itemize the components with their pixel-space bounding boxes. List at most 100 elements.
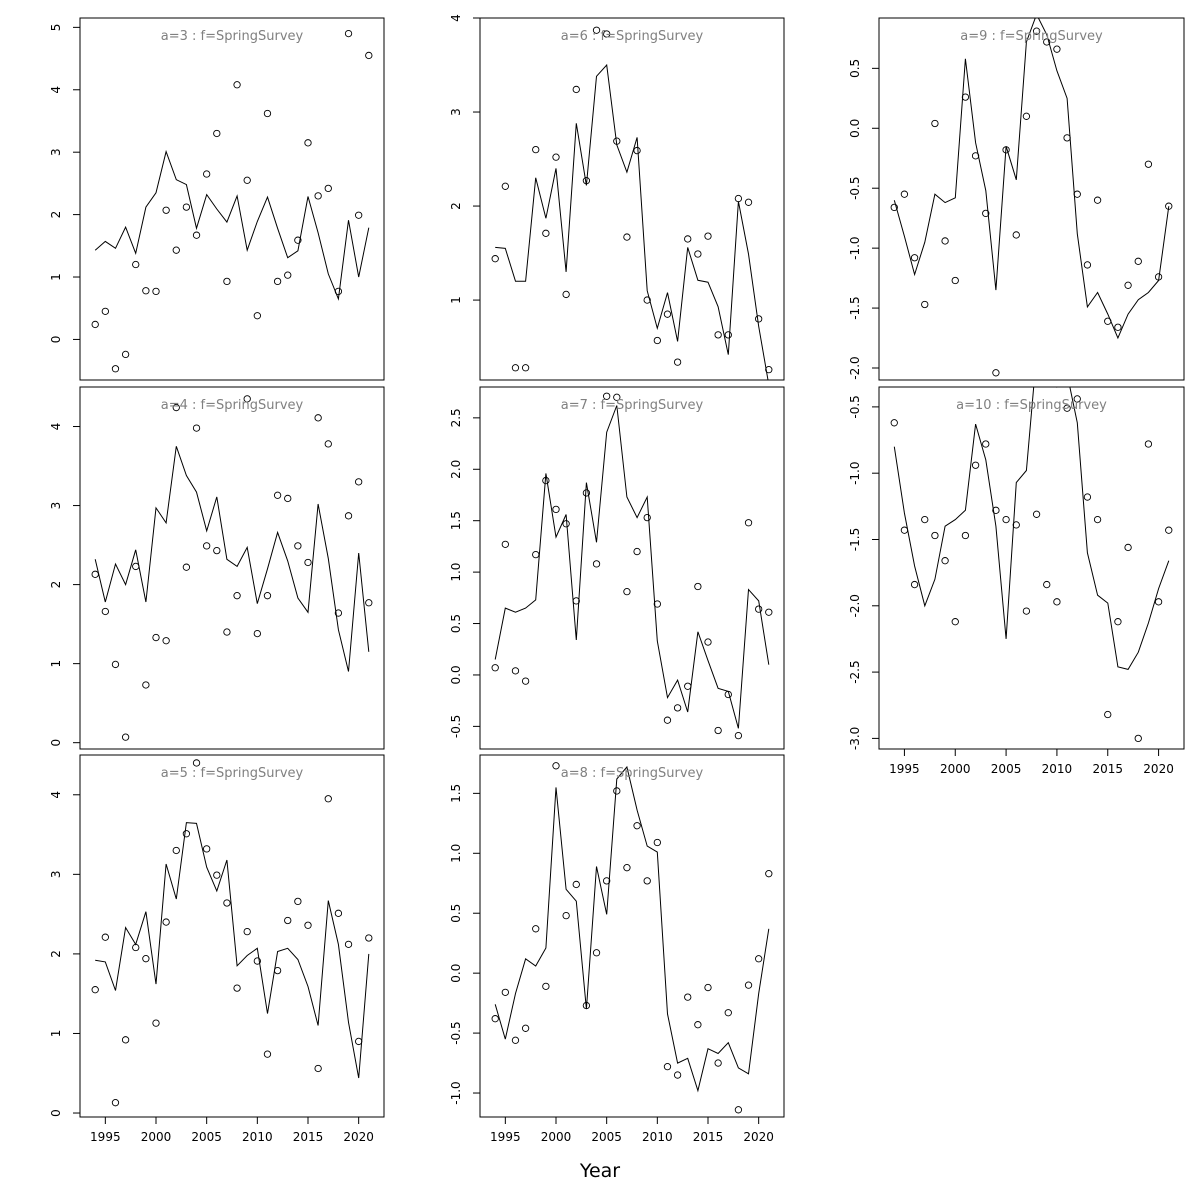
- observed-point: [1104, 317, 1112, 325]
- y-tick-label: 0: [49, 336, 63, 344]
- observed-point: [1144, 160, 1153, 168]
- observed-point: [603, 30, 611, 38]
- observed-point: [613, 787, 621, 795]
- x-tick-label: 2020: [1143, 762, 1174, 776]
- x-tick-label: 2015: [1092, 762, 1123, 776]
- observed-point: [344, 940, 353, 949]
- observed-point: [243, 176, 251, 184]
- panel-frame: [878, 17, 1185, 381]
- y-tick-label: 1: [49, 1030, 63, 1038]
- observed-point: [1104, 710, 1112, 719]
- observed-point: [121, 1036, 130, 1044]
- observed-point: [1012, 521, 1020, 529]
- observed-point: [491, 664, 499, 672]
- y-tick-label: 1.0: [449, 844, 463, 863]
- panel-title: a=6 : f=SpringSurvey: [561, 29, 704, 44]
- observed-point: [755, 315, 763, 323]
- y-tick-label: -1.5: [848, 528, 862, 551]
- panel-frame: [79, 754, 385, 1118]
- observed-point: [921, 300, 929, 309]
- observed-point: [1002, 146, 1010, 154]
- observed-point: [724, 1009, 732, 1017]
- observed-point: [101, 933, 109, 941]
- observed-point: [890, 419, 898, 427]
- observed-point: [314, 192, 322, 200]
- observed-point: [673, 358, 682, 366]
- observed-point: [653, 600, 661, 608]
- observed-point: [213, 546, 221, 555]
- observed-point: [572, 85, 580, 94]
- x-tick-label: 1995: [490, 1130, 521, 1144]
- observed-point: [521, 677, 530, 685]
- observed-point: [982, 440, 990, 448]
- observed-point: [1032, 27, 1041, 35]
- panel-frame: [479, 17, 785, 381]
- observed-point: [582, 1001, 591, 1010]
- observed-point: [653, 336, 661, 345]
- observed-point: [734, 731, 743, 740]
- observed-point: [1032, 510, 1041, 518]
- y-tick-label: 4: [49, 423, 63, 431]
- panel-title: a=8 : f=SpringSurvey: [561, 766, 704, 781]
- y-tick-label: -2.0: [848, 356, 862, 379]
- observed-point: [111, 365, 120, 373]
- observed-point: [203, 845, 211, 853]
- panel-4: 0 1 2 3 4 a=4 : f=SpringSurvey: [49, 386, 385, 750]
- fitted-line: [495, 63, 769, 380]
- observed-point: [355, 1037, 363, 1046]
- observed-point: [111, 1099, 120, 1107]
- x-tick-label: 2005: [991, 762, 1022, 776]
- observed-point: [653, 838, 661, 847]
- observed-point: [643, 296, 651, 304]
- observed-point: [961, 531, 970, 540]
- panel-frame: [79, 17, 385, 381]
- observed-point: [1124, 543, 1132, 552]
- observed-point: [1073, 395, 1081, 403]
- observed-point: [1144, 440, 1153, 448]
- panel-title: a=7 : f=SpringSurvey: [561, 398, 704, 413]
- observed-point: [172, 246, 180, 254]
- observed-point: [111, 660, 120, 669]
- observed-point: [511, 1036, 520, 1044]
- x-tick-label: 2005: [591, 1130, 622, 1144]
- observed-point: [162, 637, 170, 645]
- observed-point: [501, 988, 509, 996]
- observed-point: [172, 846, 180, 855]
- observed-point: [532, 550, 540, 559]
- panel-title: a=5 : f=SpringSurvey: [161, 766, 304, 781]
- observed-point: [304, 558, 312, 567]
- x-tick-label: 2000: [141, 1130, 172, 1144]
- observed-point: [1093, 196, 1102, 204]
- y-tick-label: 3: [449, 108, 463, 116]
- observed-point: [344, 29, 353, 38]
- x-tick-label: 2020: [343, 1130, 374, 1144]
- observed-point: [334, 609, 343, 617]
- fitted-line: [494, 765, 770, 1093]
- observed-point: [951, 276, 959, 285]
- observed-point: [355, 211, 363, 219]
- observed-point: [284, 494, 292, 503]
- observed-point: [744, 198, 753, 206]
- observed-point: [511, 364, 520, 372]
- observed-point: [501, 540, 509, 548]
- observed-point: [284, 916, 292, 925]
- y-tick-label: 0.5: [449, 904, 463, 923]
- panel-2: 1 2 3 4 a=6 : f=SpringSurvey: [449, 14, 785, 381]
- observed-point: [192, 759, 201, 767]
- observed-point: [992, 506, 1000, 514]
- observed-point: [1134, 257, 1142, 265]
- observed-point: [121, 733, 130, 741]
- y-tick-label: -1.5: [848, 296, 862, 319]
- observed-point: [633, 547, 641, 556]
- observed-point: [162, 206, 170, 214]
- observed-point: [294, 542, 302, 550]
- observed-point: [233, 984, 241, 992]
- observed-point: [890, 203, 898, 212]
- observed-point: [223, 899, 231, 907]
- panel-frame: [878, 386, 1185, 750]
- observed-point: [324, 184, 332, 193]
- observed-point: [233, 592, 241, 600]
- observed-point: [1165, 526, 1173, 534]
- observed-point: [623, 588, 631, 596]
- observed-point: [182, 563, 191, 571]
